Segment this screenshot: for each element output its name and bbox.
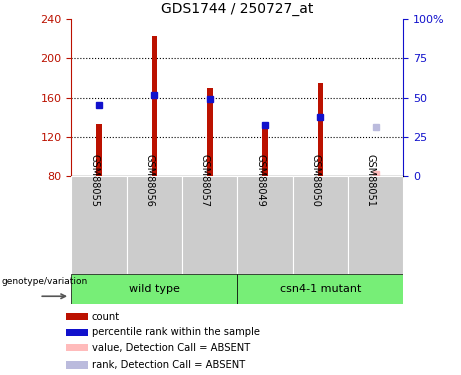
Text: count: count	[92, 312, 120, 322]
Bar	[71, 274, 237, 304]
Bar	[348, 176, 403, 274]
Text: GSM88055: GSM88055	[89, 154, 99, 207]
Text: GSM88056: GSM88056	[144, 154, 154, 207]
Bar	[96, 124, 102, 176]
Bar	[66, 328, 88, 336]
Text: percentile rank within the sample: percentile rank within the sample	[92, 327, 260, 337]
Bar	[66, 362, 88, 369]
Text: value, Detection Call = ABSENT: value, Detection Call = ABSENT	[92, 343, 250, 353]
Bar	[237, 176, 293, 274]
Bar	[152, 36, 157, 176]
Text: GSM88051: GSM88051	[366, 154, 376, 207]
Bar	[71, 176, 127, 274]
Bar	[127, 176, 182, 274]
Text: wild type: wild type	[129, 284, 180, 294]
Bar	[66, 313, 88, 320]
Text: GSM88050: GSM88050	[310, 154, 320, 207]
Text: rank, Detection Call = ABSENT: rank, Detection Call = ABSENT	[92, 360, 245, 370]
Title: GDS1744 / 250727_at: GDS1744 / 250727_at	[161, 2, 313, 16]
Bar	[318, 83, 323, 176]
Bar	[207, 88, 213, 176]
Text: genotype/variation: genotype/variation	[1, 277, 88, 286]
Bar	[293, 176, 348, 274]
Text: csn4-1 mutant: csn4-1 mutant	[280, 284, 361, 294]
Bar	[66, 344, 88, 351]
Bar	[262, 124, 268, 176]
Text: GSM88057: GSM88057	[200, 154, 210, 207]
Bar	[237, 274, 403, 304]
Text: GSM88049: GSM88049	[255, 154, 265, 207]
Bar	[182, 176, 237, 274]
